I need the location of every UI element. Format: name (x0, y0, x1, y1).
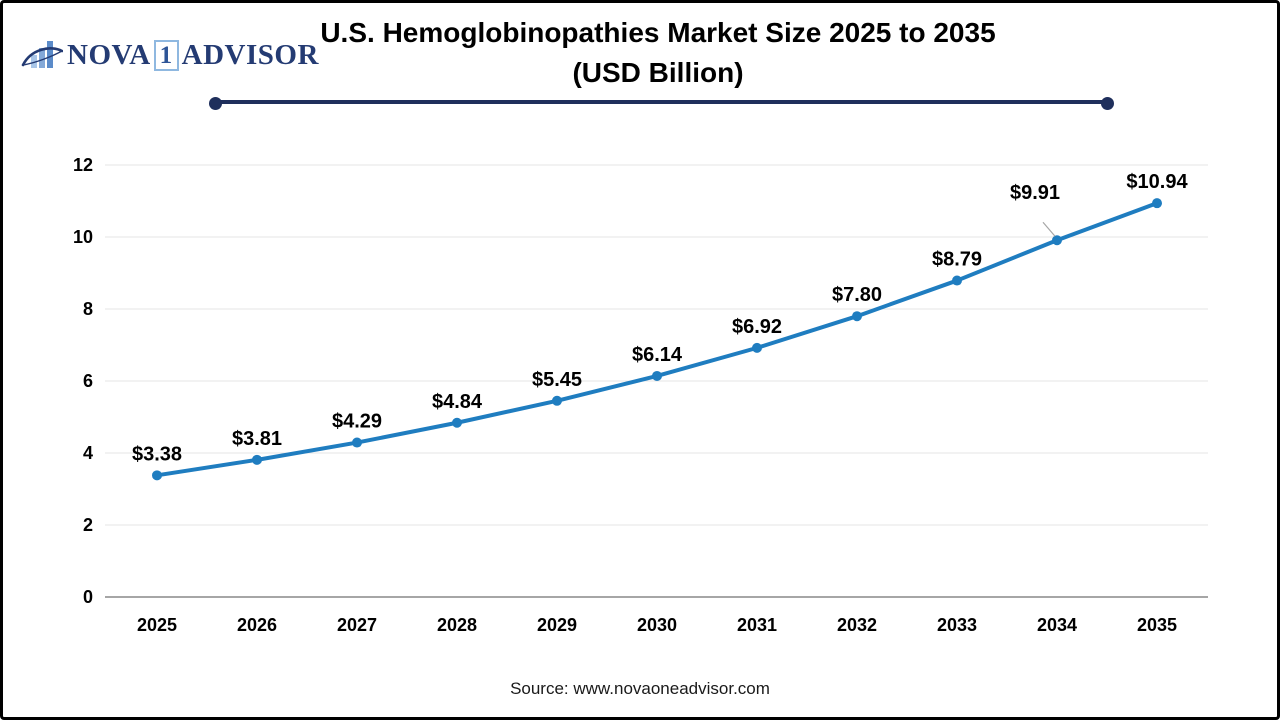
chart-title: U.S. Hemoglobinopathies Market Size 2025… (193, 13, 1123, 93)
logo-wordmark: NOVA 1 ADVISOR (67, 39, 319, 72)
x-tick-label: 2027 (337, 615, 377, 635)
data-point (952, 275, 962, 286)
data-label: $3.38 (132, 443, 182, 465)
y-tick-label: 4 (83, 443, 93, 463)
y-tick-label: 6 (83, 371, 93, 391)
series-line (155, 201, 1159, 478)
x-tick-label: 2030 (637, 615, 677, 635)
data-label: $3.81 (232, 428, 282, 450)
x-tick-label: 2029 (537, 615, 577, 635)
x-tick-label: 2031 (737, 615, 777, 635)
nova-one-advisor-logo: NOVA 1 ADVISOR (21, 35, 319, 75)
y-tick-label: 10 (73, 227, 93, 247)
x-tick-label: 2035 (1137, 615, 1177, 635)
chart-title-line1: U.S. Hemoglobinopathies Market Size 2025… (320, 17, 996, 48)
data-point (252, 454, 262, 465)
x-tick-label: 2028 (437, 615, 477, 635)
data-point (152, 470, 162, 481)
data-label: $4.29 (332, 411, 382, 433)
data-label: $6.14 (632, 344, 683, 366)
x-tick-label: 2026 (237, 615, 277, 635)
data-point (652, 370, 662, 381)
data-point (452, 417, 462, 428)
y-tick-label: 2 (83, 515, 93, 535)
x-tick-label: 2032 (837, 615, 877, 635)
data-label: $8.79 (932, 249, 982, 271)
data-label-leader-line (1042, 221, 1056, 237)
logo-word-advisor: ADVISOR (181, 38, 319, 71)
logo-word-nova: NOVA (67, 38, 151, 71)
data-point (1152, 198, 1162, 209)
title-rule-left-dot (209, 97, 222, 110)
source-text: Source: www.novaoneadvisor.com (510, 679, 770, 698)
y-tick-label: 0 (83, 587, 93, 607)
data-point (852, 311, 862, 322)
line-chart: 0 2 4 6 8 10 12 2025 2026 2027 2028 2029 2030 2031 203… (73, 155, 1208, 635)
data-point (752, 342, 762, 353)
bar-chart-swoosh-icon (21, 41, 63, 68)
y-tick-label: 12 (73, 155, 93, 175)
data-label: $5.45 (532, 369, 582, 391)
data-label: $9.91 (1010, 182, 1060, 204)
data-label: $10.94 (1126, 171, 1188, 193)
title-rule-right-dot (1101, 97, 1114, 110)
x-tick-label: 2034 (1037, 615, 1077, 635)
y-tick-label: 8 (83, 299, 93, 319)
title-rule (215, 100, 1108, 104)
data-point (552, 395, 562, 406)
logo-badge-one: 1 (153, 39, 179, 71)
chart-title-line2: (USD Billion) (572, 57, 744, 88)
data-label: $7.80 (832, 284, 882, 306)
data-label: $6.92 (732, 316, 782, 338)
x-tick-label: 2025 (137, 615, 177, 635)
data-point (352, 437, 362, 448)
data-label: $4.84 (432, 391, 483, 413)
data-point (1052, 235, 1062, 246)
x-tick-label: 2033 (937, 615, 977, 635)
